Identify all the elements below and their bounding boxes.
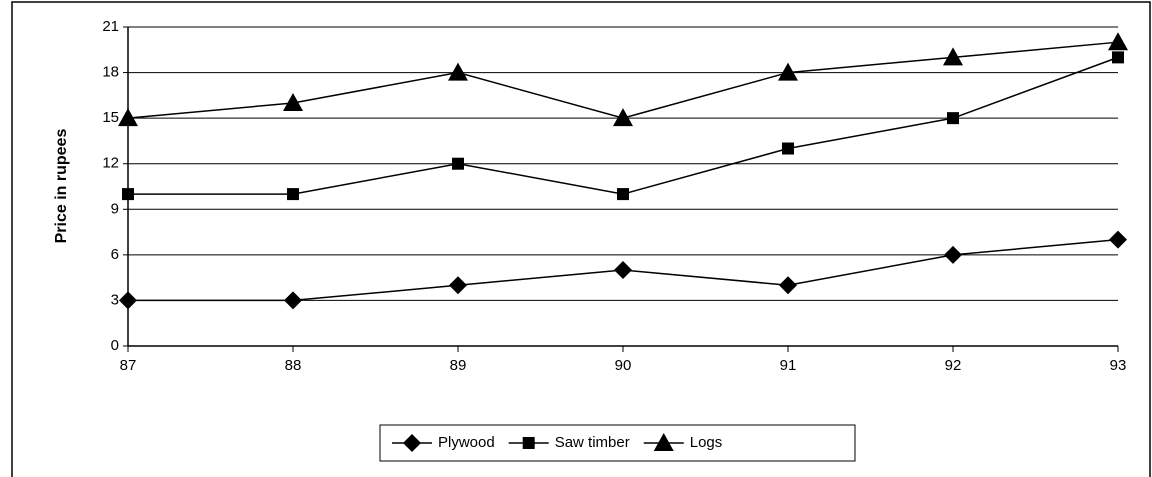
- chart-frame: [11, 1, 1151, 477]
- x-tick-label: 88: [285, 357, 302, 374]
- x-tick-label: 92: [945, 357, 962, 374]
- data-point: [943, 47, 963, 66]
- data-point: [287, 188, 299, 201]
- x-tick-label: 93: [1110, 357, 1127, 374]
- x-tick-label: 87: [120, 357, 137, 374]
- data-point: [119, 291, 137, 310]
- legend-label: Plywood: [438, 434, 495, 451]
- y-tick-label: 18: [102, 64, 119, 81]
- data-point: [118, 108, 138, 127]
- data-point: [779, 276, 797, 295]
- data-point: [449, 276, 467, 295]
- data-point: [1112, 51, 1124, 64]
- x-tick-label: 89: [450, 357, 467, 374]
- data-point: [283, 92, 303, 111]
- x-tick-label: 90: [615, 357, 632, 374]
- y-tick-label: 6: [111, 246, 119, 263]
- data-point: [617, 188, 629, 201]
- y-tick-label: 9: [111, 200, 119, 217]
- data-point: [448, 62, 468, 81]
- legend-marker: [653, 433, 674, 451]
- y-tick-label: 12: [102, 155, 119, 172]
- data-point: [1109, 230, 1127, 249]
- legend-marker: [403, 434, 421, 452]
- data-point: [944, 245, 962, 264]
- y-tick-label: 3: [111, 291, 119, 308]
- legend-box: [379, 424, 856, 462]
- y-tick-label: 21: [102, 18, 119, 35]
- data-point: [122, 188, 134, 201]
- data-point: [947, 112, 959, 125]
- y-tick-label: 15: [102, 109, 119, 126]
- legend-label: Saw timber: [555, 434, 630, 451]
- data-point: [778, 62, 798, 81]
- data-point: [1108, 32, 1128, 51]
- data-point: [284, 291, 302, 310]
- data-point: [452, 157, 464, 170]
- legend-marker: [522, 437, 535, 449]
- data-point: [782, 142, 794, 155]
- legend-label: Logs: [690, 434, 723, 451]
- x-tick-label: 91: [780, 357, 797, 374]
- data-point: [613, 108, 633, 127]
- y-tick-label: 0: [111, 337, 119, 354]
- data-point: [614, 261, 632, 280]
- y-axis-label: Price in rupees: [53, 129, 70, 244]
